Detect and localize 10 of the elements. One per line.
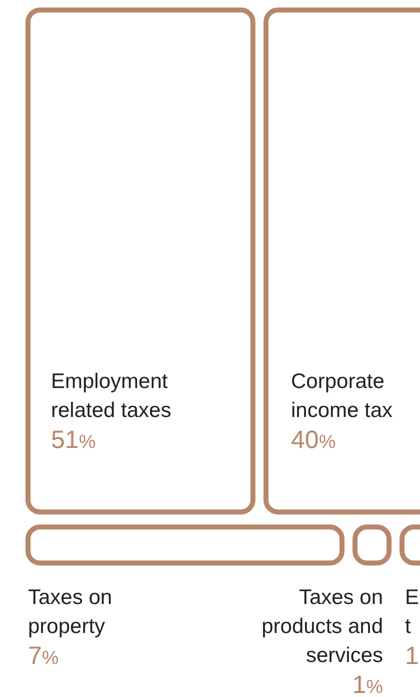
category-label: Corporate income tax <box>291 370 394 422</box>
data-label: 40% <box>291 426 336 454</box>
category-label: Taxes on products and services <box>262 586 384 667</box>
data-label: 7% <box>28 642 59 670</box>
category-label: Employment related taxes <box>51 370 172 422</box>
data-label: 1 <box>405 642 419 670</box>
category-label: Taxes on property <box>28 586 112 638</box>
category-label: E t <box>405 586 420 638</box>
data-label: 51% <box>51 426 96 454</box>
data-label: 1% <box>352 671 384 697</box>
